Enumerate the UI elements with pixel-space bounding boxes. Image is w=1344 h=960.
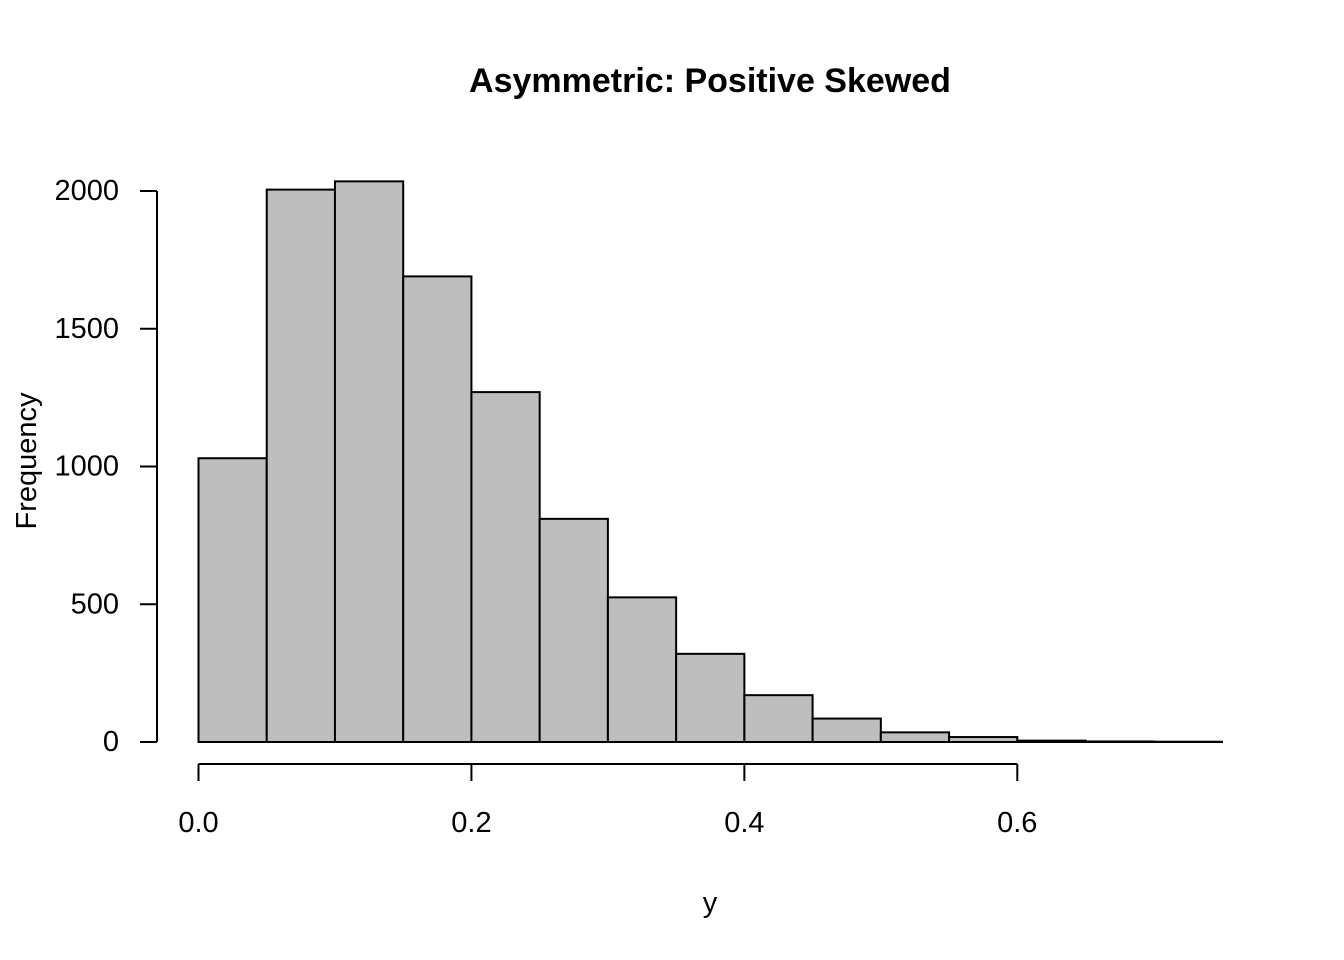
histogram-bar [879,731,951,743]
x-tick-label: 0.0 [178,807,218,839]
x-tick-label: 0.6 [997,807,1037,839]
histogram-bar [470,391,541,743]
x-axis: 0.0 0.2 0.4 0.6 [178,763,1037,839]
histogram-bar [743,694,814,743]
y-axis-label: Frequency [11,392,43,530]
histogram-bar [1016,739,1087,743]
y-tick-label: 1000 [54,451,119,483]
histogram-bar [1084,740,1155,743]
histogram-bar [811,717,882,744]
histogram-bar [606,596,678,743]
x-tick-label: 0.4 [724,807,764,839]
histogram-bar [265,188,336,743]
histogram-bar [402,275,473,743]
y-tick-label: 500 [71,588,119,620]
y-axis: 0 500 1000 1500 2000 [54,175,158,758]
histogram-bars [197,180,1224,744]
y-tick-label: 0 [103,726,119,758]
histogram-bar [538,517,609,743]
histogram-bar [197,457,268,743]
y-tick-label: 1500 [54,313,119,345]
x-axis-label: y [703,887,718,919]
histogram-bar [675,652,746,744]
histogram-bar [948,736,1019,744]
y-tick-label: 2000 [54,175,119,207]
x-tick-label: 0.2 [451,807,491,839]
chart-title: Asymmetric: Positive Skewed [469,62,951,100]
histogram-bar [333,180,405,744]
